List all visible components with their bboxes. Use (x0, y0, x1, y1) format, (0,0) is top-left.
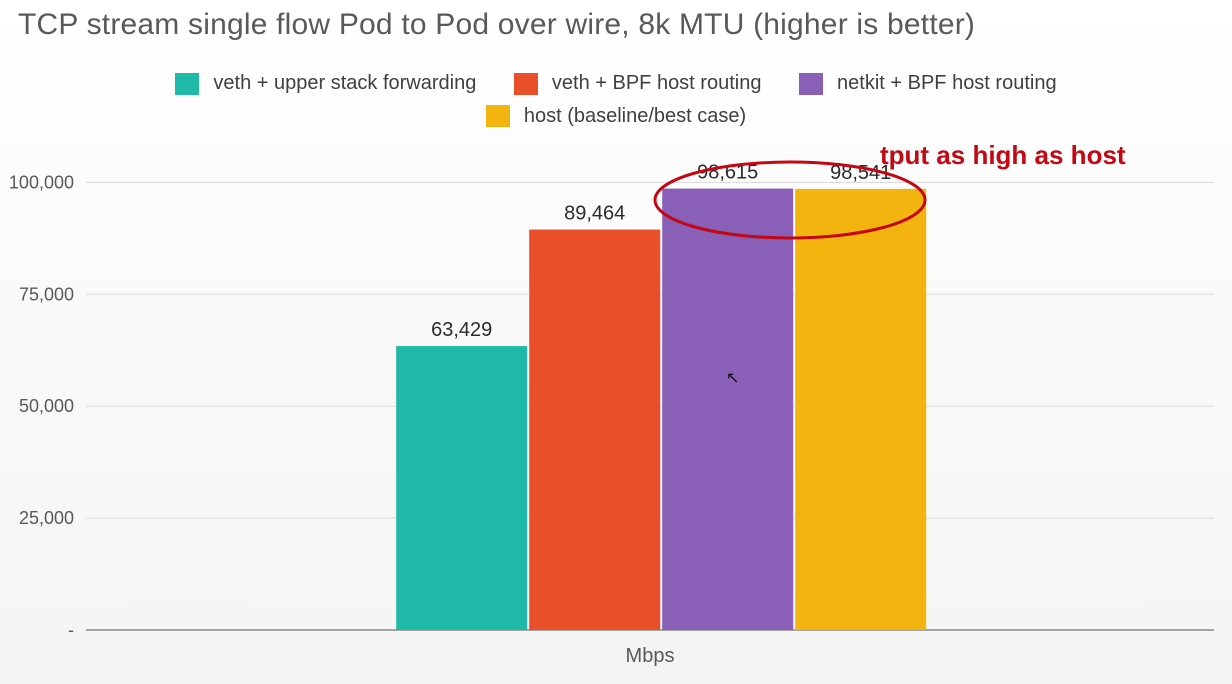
y-tick-label: 75,000 (19, 284, 74, 304)
bar (396, 346, 527, 630)
legend-label-0: veth + upper stack forwarding (213, 72, 476, 95)
y-tick-label: - (68, 620, 74, 640)
legend-item-3: host (baseline/best case) (486, 105, 746, 128)
legend-swatch-0 (175, 73, 199, 95)
legend-swatch-1 (514, 73, 538, 95)
legend-label-1: veth + BPF host routing (552, 72, 762, 95)
legend-item-2: netkit + BPF host routing (799, 72, 1057, 95)
bar-chart: -25,00050,00075,000100,00063,42989,46498… (10, 160, 1222, 675)
annotation-text: tput as high as host (880, 140, 1126, 171)
bar-value-label: 63,429 (431, 319, 492, 341)
legend-swatch-2 (799, 73, 823, 95)
chart-title: TCP stream single flow Pod to Pod over w… (18, 8, 975, 42)
bar (795, 189, 926, 630)
legend-label-2: netkit + BPF host routing (837, 72, 1057, 95)
legend-row-2: host (baseline/best case) (0, 105, 1232, 134)
legend-label-3: host (baseline/best case) (524, 105, 746, 128)
legend-item-1: veth + BPF host routing (514, 72, 762, 95)
legend-row-1: veth + upper stack forwarding veth + BPF… (0, 72, 1232, 101)
bar (662, 189, 793, 630)
legend-item-0: veth + upper stack forwarding (175, 72, 476, 95)
legend-swatch-3 (486, 105, 510, 127)
x-axis-label: Mbps (626, 645, 675, 667)
y-tick-label: 25,000 (19, 508, 74, 528)
legend: veth + upper stack forwarding veth + BPF… (0, 68, 1232, 137)
y-tick-label: 50,000 (19, 396, 74, 416)
y-tick-label: 100,000 (10, 172, 74, 192)
bar (529, 230, 660, 630)
bar-value-label: 89,464 (564, 203, 625, 225)
slide: TCP stream single flow Pod to Pod over w… (0, 0, 1232, 684)
